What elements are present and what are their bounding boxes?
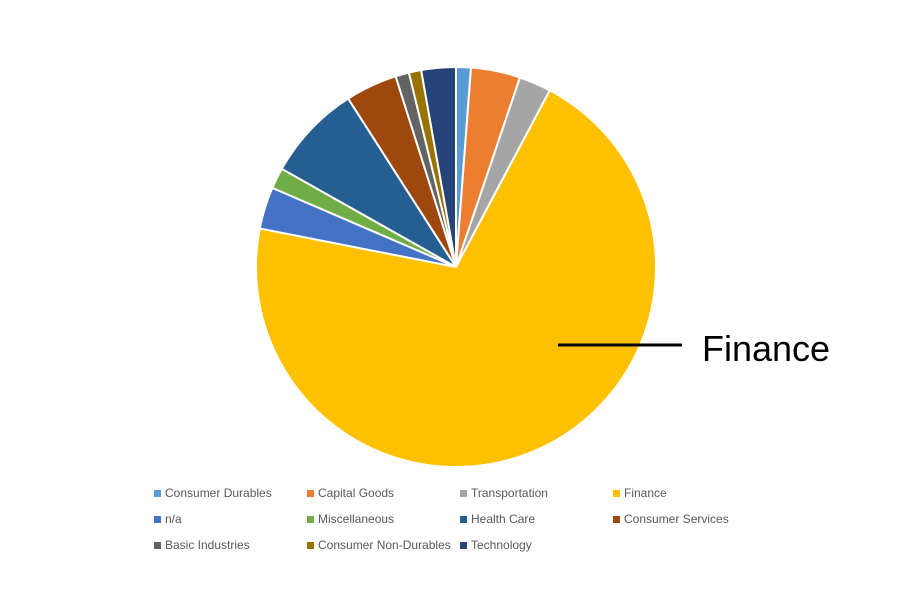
legend-swatch: [154, 515, 161, 523]
legend-item: Capital Goods: [307, 486, 394, 500]
legend-swatch: [613, 489, 620, 497]
legend-item: Consumer Services: [613, 512, 729, 526]
legend-label: Health Care: [471, 512, 536, 526]
legend-item: Transportation: [460, 486, 548, 500]
legend-item: Health Care: [460, 512, 535, 526]
legend-swatch: [307, 489, 314, 497]
legend-item: Consumer Durables: [154, 486, 272, 500]
legend-label: Technology: [471, 538, 532, 552]
legend-swatch: [460, 541, 467, 549]
pie-slice-finance: [255, 89, 657, 468]
legend-item: Consumer Non-Durables: [307, 538, 451, 552]
legend-label: Finance: [624, 486, 667, 500]
legend-item: n/a: [154, 512, 182, 526]
legend-label: Consumer Durables: [165, 486, 272, 500]
legend-item: Miscellaneous: [307, 512, 394, 526]
legend-item: Basic Industries: [154, 538, 250, 552]
annotation-label: Finance: [702, 328, 830, 369]
pie-slice-technology: [419, 65, 457, 268]
legend-label: Consumer Non-Durables: [318, 538, 451, 552]
legend-label: n/a: [165, 512, 182, 526]
legend-swatch: [460, 489, 467, 497]
legend-label: Transportation: [471, 486, 548, 500]
legend-label: Consumer Services: [624, 512, 729, 526]
legend-label: Capital Goods: [318, 486, 395, 500]
legend-swatch: [307, 515, 314, 523]
legend-swatch: [154, 541, 161, 549]
pie-slice-health-care: [280, 97, 457, 268]
legend-label: Miscellaneous: [318, 512, 395, 526]
legend-swatch: [154, 489, 161, 497]
legend-swatch: [460, 515, 467, 523]
pie-slices: [255, 65, 657, 468]
legend-item: Technology: [460, 538, 532, 552]
legend-swatch: [613, 515, 620, 523]
legend-swatch: [307, 541, 314, 549]
legend-label: Basic Industries: [165, 538, 250, 552]
legend-item: Finance: [613, 486, 667, 500]
